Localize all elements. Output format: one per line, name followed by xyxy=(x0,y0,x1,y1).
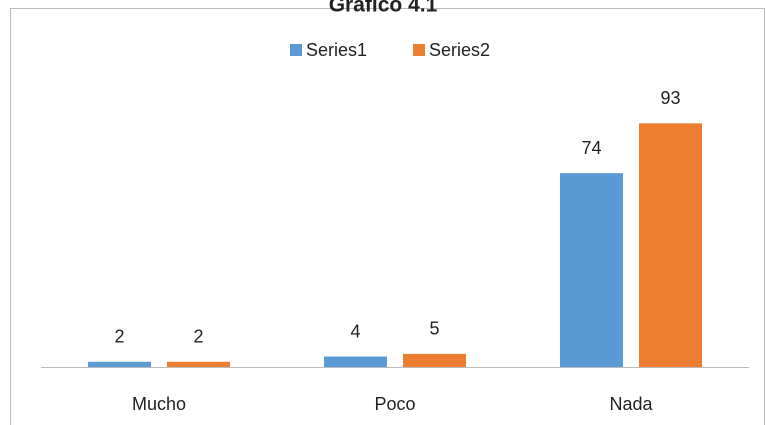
legend-label: Series1 xyxy=(306,40,367,60)
bar xyxy=(167,361,230,367)
x-tick-label: Mucho xyxy=(132,394,186,414)
bar xyxy=(403,353,466,367)
bar xyxy=(560,173,623,367)
legend-label: Series2 xyxy=(429,40,490,60)
legend-swatch xyxy=(290,44,302,56)
data-label: 74 xyxy=(581,138,601,158)
chart-title: Gráfico 4.1 xyxy=(329,0,438,17)
chart-frame xyxy=(10,8,765,425)
x-tick-label: Poco xyxy=(374,394,415,414)
bar xyxy=(88,361,151,367)
bar xyxy=(324,356,387,367)
data-label: 5 xyxy=(429,319,439,339)
legend-swatch xyxy=(413,44,425,56)
data-label: 93 xyxy=(660,88,680,108)
x-tick-label: Nada xyxy=(609,394,653,414)
bar xyxy=(639,123,702,367)
data-label: 4 xyxy=(350,321,360,341)
data-label: 2 xyxy=(193,327,203,347)
data-label: 2 xyxy=(114,327,124,347)
